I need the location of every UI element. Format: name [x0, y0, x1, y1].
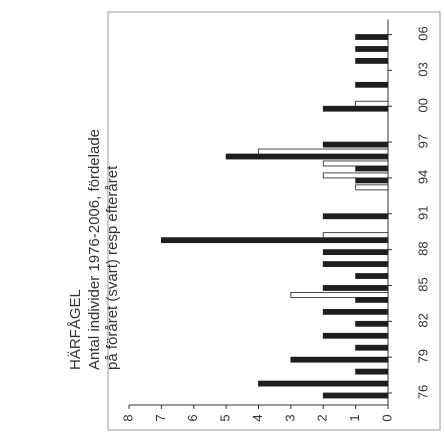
x-tick-label: 94 — [415, 170, 430, 184]
bar — [355, 273, 389, 279]
y-tick-label: 5 — [218, 414, 233, 421]
chart-title: HÄRFÅGEL — [67, 289, 84, 370]
bar — [355, 46, 389, 52]
bar — [322, 332, 389, 339]
x-tick-label: 06 — [415, 26, 430, 40]
bar — [322, 141, 389, 148]
y-tick-label: 2 — [315, 414, 330, 421]
bar — [322, 172, 389, 179]
y-tick-label: 6 — [185, 414, 200, 421]
bar — [322, 105, 389, 112]
x-tick-label: 97 — [415, 134, 430, 148]
bar — [225, 153, 389, 160]
bar — [355, 320, 389, 327]
bar — [355, 58, 389, 64]
bar — [355, 34, 389, 40]
bar — [160, 237, 389, 244]
x-tick-label: 82 — [415, 313, 430, 327]
y-tick-label: 3 — [282, 414, 297, 421]
x-tick-label: 88 — [415, 241, 430, 255]
bar — [355, 344, 389, 351]
y-tick-label: 4 — [250, 414, 265, 421]
y-tick-label: 0 — [379, 414, 394, 421]
x-tick-label: 79 — [415, 349, 430, 363]
y-tick-label: 8 — [120, 414, 135, 421]
subtitle: på föråret (svart) resp efteråret — [104, 165, 121, 370]
bar — [355, 184, 389, 191]
bar — [322, 285, 389, 291]
bar — [322, 308, 389, 315]
bar — [355, 81, 389, 88]
bar — [290, 292, 389, 298]
x-tick-label: 76 — [415, 385, 430, 399]
bar — [322, 213, 389, 220]
y-tick-label: 1 — [347, 414, 362, 421]
bar — [322, 232, 389, 239]
bar — [355, 165, 389, 172]
bar — [322, 249, 389, 256]
bar — [355, 177, 389, 184]
x-tick-label: 00 — [415, 98, 430, 112]
y-tick-label: 7 — [153, 414, 168, 421]
x-tick-label: 91 — [415, 206, 430, 220]
bar — [258, 148, 389, 155]
bar — [258, 380, 389, 387]
bar — [355, 100, 389, 107]
x-tick-label: 03 — [415, 62, 430, 76]
bar — [355, 368, 389, 375]
bar — [322, 261, 389, 267]
plot: HÄRFÅGEL Antal individer 1976-2006, förd… — [67, 19, 430, 422]
frame — [107, 11, 441, 431]
bar — [290, 356, 389, 363]
subtitle: Antal individer 1976-2006, fördelade — [86, 129, 103, 370]
x-tick-label: 85 — [415, 277, 430, 291]
bar — [355, 297, 389, 303]
bar — [322, 392, 389, 399]
bar — [322, 160, 389, 167]
